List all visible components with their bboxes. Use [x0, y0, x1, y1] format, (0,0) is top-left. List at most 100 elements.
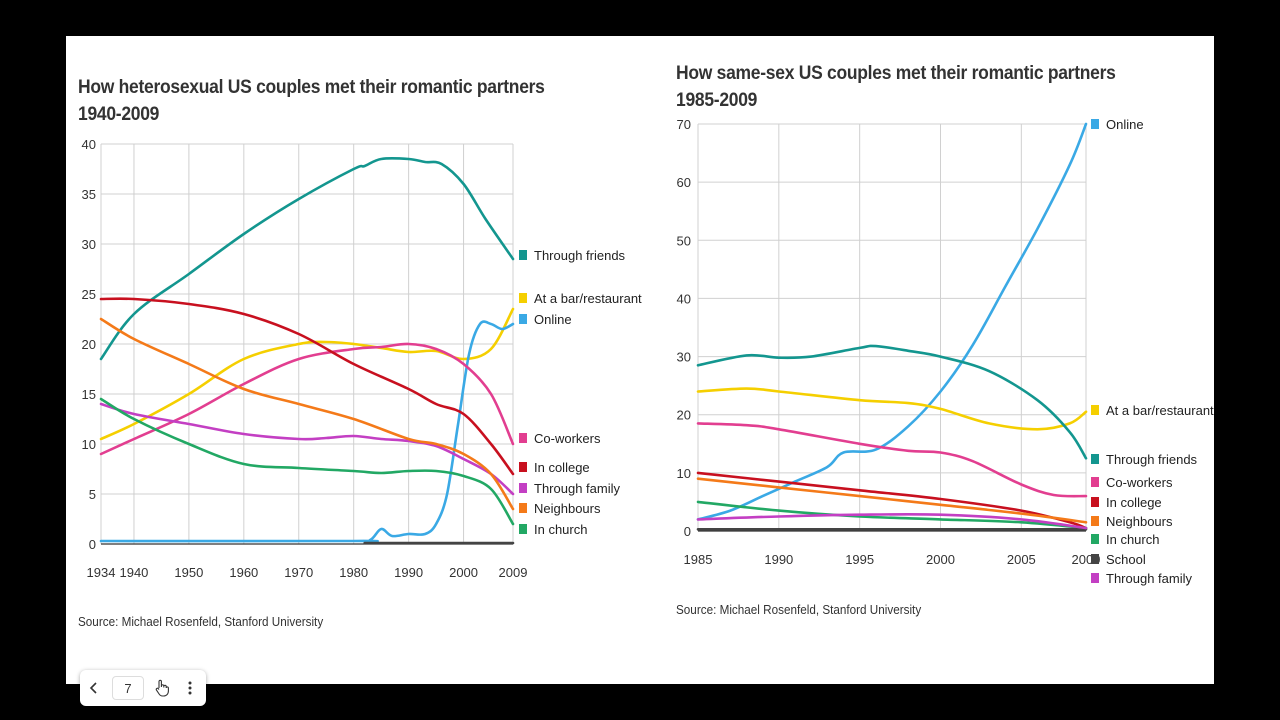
chart-heterosexual: 0 5 10 15 20 25 30 35 40 1934 1940 1950 1960 1970 1980… — [82, 137, 643, 580]
x-tick-label: 1950 — [174, 565, 203, 580]
x-tick-label: 1980 — [339, 565, 368, 580]
legend-label: School — [1106, 552, 1146, 567]
legend-label: Through friends — [534, 248, 626, 263]
vertical-dots-icon[interactable] — [176, 674, 204, 702]
x-tick-label: 1970 — [284, 565, 313, 580]
y-tick-label: 50 — [677, 233, 691, 248]
series-line-through-friends — [99, 157, 515, 361]
legend-label: In church — [1106, 532, 1159, 547]
y-tick-label: 70 — [677, 117, 691, 132]
series-line-neighbours — [696, 477, 1088, 524]
y-tick-label: 35 — [82, 187, 96, 202]
legend-label: Through family — [534, 481, 620, 496]
legend-label: Online — [534, 312, 572, 327]
legend-swatch — [519, 483, 527, 493]
x-tick-label: 2009 — [499, 565, 528, 580]
y-tick-label: 60 — [677, 175, 691, 190]
series-line-co-workers — [696, 422, 1088, 498]
y-tick-label: 30 — [82, 237, 96, 252]
legend-swatch — [519, 314, 527, 324]
legend-label: Co-workers — [534, 431, 601, 446]
legend-item: Co-workers — [519, 431, 601, 446]
x-tick-label: 1990 — [394, 565, 423, 580]
chart-title-years: 1985-2009 — [676, 90, 758, 111]
legend-swatch — [519, 293, 527, 303]
y-tick-label: 20 — [677, 408, 691, 423]
legend-item: In college — [519, 460, 590, 475]
x-tick-label: 1960 — [229, 565, 258, 580]
legend-label: At a bar/restaurant — [1106, 403, 1214, 418]
y-tick-label: 25 — [82, 287, 96, 302]
legend-item: Through friends — [519, 248, 626, 263]
grid — [100, 143, 514, 545]
legend-item: Co-workers — [1091, 475, 1173, 490]
legend-label: Neighbours — [534, 501, 601, 516]
source-note: Source: Michael Rosenfeld, Stanford Univ… — [78, 614, 324, 629]
y-tick-label: 30 — [677, 350, 691, 365]
legend-item: In college — [1091, 495, 1162, 510]
legend-label: In college — [534, 460, 590, 475]
series-line-online — [696, 122, 1088, 521]
chart-title-line: How heterosexual US couples met their ro… — [78, 77, 545, 98]
series-line-in-college — [696, 471, 1088, 530]
legend-swatch — [519, 462, 527, 472]
y-tick-label: 40 — [82, 137, 96, 152]
series-line-through-friends — [696, 344, 1088, 460]
hand-cursor-icon[interactable] — [148, 674, 176, 702]
y-tick-label: 10 — [82, 437, 96, 452]
legend-swatch — [519, 250, 527, 260]
legend-swatch — [1091, 573, 1099, 583]
series-line-neighbours — [99, 317, 515, 511]
series-line-at-a-bar-restaurant — [696, 387, 1088, 431]
y-tick-label: 20 — [82, 337, 96, 352]
series-line-co-workers — [99, 342, 515, 456]
series-line-through-family — [696, 512, 1088, 530]
legend-item: Neighbours — [519, 501, 601, 516]
legend-swatch — [1091, 534, 1099, 544]
series-line-through-family — [99, 402, 515, 496]
legend-item: Neighbours — [1091, 514, 1173, 529]
series-line-online — [99, 320, 515, 543]
legend-swatch — [1091, 405, 1099, 415]
legend-label: Neighbours — [1106, 514, 1173, 529]
legend-item: At a bar/restaurant — [1091, 403, 1214, 418]
legend-swatch — [1091, 119, 1099, 129]
x-tick-label: 1934 — [87, 565, 116, 580]
y-tick-label: 40 — [677, 291, 691, 306]
chart-title-line: How same-sex US couples met their romant… — [676, 63, 1116, 84]
legend-label: Through friends — [1106, 452, 1198, 467]
legend-item: In church — [519, 522, 587, 537]
legend-swatch — [1091, 477, 1099, 487]
page-number-input[interactable]: 7 — [112, 676, 144, 700]
legend-item: Online — [1091, 117, 1144, 132]
legend-item: In church — [1091, 532, 1159, 547]
source-note: Source: Michael Rosenfeld, Stanford Univ… — [676, 602, 922, 617]
grid — [697, 123, 1087, 532]
legend-swatch — [1091, 554, 1099, 564]
y-tick-label: 10 — [677, 466, 691, 481]
x-tick-label: 1940 — [119, 565, 148, 580]
x-tick-label: 2000 — [449, 565, 478, 580]
legend-label: Through family — [1106, 571, 1192, 586]
legend-item: Through friends — [1091, 452, 1198, 467]
slide-navigation: 7 — [80, 670, 206, 706]
x-tick-label: 1985 — [684, 552, 713, 567]
y-tick-label: 15 — [82, 387, 96, 402]
chart-title-years: 1940-2009 — [78, 104, 160, 125]
legend-swatch — [1091, 454, 1099, 464]
x-tick-label: 2005 — [1007, 552, 1036, 567]
legend-item: Through family — [519, 481, 620, 496]
legend-label: Co-workers — [1106, 475, 1173, 490]
legend-label: Online — [1106, 117, 1144, 132]
chart-title-heterosexual: How heterosexual US couples met their ro… — [78, 74, 593, 128]
slide: How heterosexual US couples met their ro… — [66, 36, 1214, 684]
y-tick-label: 0 — [684, 524, 691, 539]
chart-title-same-sex: How same-sex US couples met their romant… — [676, 60, 1154, 114]
chevron-left-icon[interactable] — [80, 674, 108, 702]
legend-item: School — [1091, 552, 1146, 567]
legend-swatch — [519, 503, 527, 513]
legend-item: Through family — [1091, 571, 1192, 586]
y-tick-label: 0 — [89, 537, 96, 552]
legend-swatch — [1091, 497, 1099, 507]
series-line-at-a-bar-restaurant — [99, 307, 515, 441]
